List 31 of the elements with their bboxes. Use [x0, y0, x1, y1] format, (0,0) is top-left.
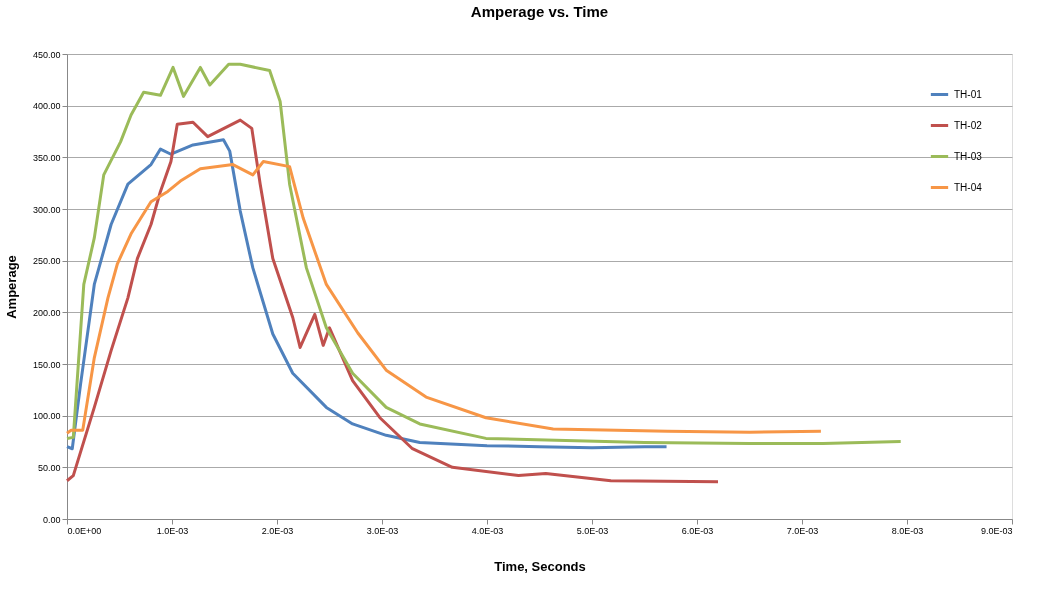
y-tick-label: 100.00: [32, 411, 61, 422]
y-tick-label: 250.00: [32, 256, 61, 267]
x-tick-label: 9.0E-03: [980, 525, 1013, 536]
y-tick-label: 300.00: [32, 204, 61, 215]
x-tick-label: 4.0E-03: [471, 525, 504, 536]
y-tick-label: 450.00: [32, 49, 61, 60]
y-tick-label: 0.00: [42, 514, 61, 525]
y-tick-label: 150.00: [32, 359, 61, 370]
x-tick-label: 2.0E-03: [261, 525, 294, 536]
y-tick-label: 200.00: [32, 307, 61, 318]
x-tick-label: 3.0E-03: [366, 525, 399, 536]
line-series: [65, 62, 903, 446]
legend-label: TH-02: [954, 119, 983, 131]
legend-label: TH-03: [954, 150, 983, 162]
chart-title: Amperage vs. Time: [470, 3, 609, 20]
x-axis-title: Time, Seconds: [494, 558, 586, 574]
y-tick-label: 400.00: [32, 101, 61, 112]
legend-label: TH-04: [954, 181, 983, 193]
x-tick-label: 5.0E-03: [576, 525, 609, 536]
line-series: [65, 138, 669, 451]
legend-label: TH-01: [954, 88, 983, 100]
y-tick-label: 350.00: [32, 152, 61, 163]
line-series: [65, 118, 720, 484]
x-tick-label: 0.0E+00: [67, 525, 102, 536]
y-axis-title: Amperage: [3, 255, 19, 319]
x-tick-label: 8.0E-03: [891, 525, 924, 536]
x-tick-label: 6.0E-03: [681, 525, 714, 536]
line-series: [65, 159, 823, 435]
y-tick-label: 50.00: [37, 462, 61, 473]
x-tick-label: 7.0E-03: [786, 525, 819, 536]
x-tick-label: 1.0E-03: [156, 525, 189, 536]
